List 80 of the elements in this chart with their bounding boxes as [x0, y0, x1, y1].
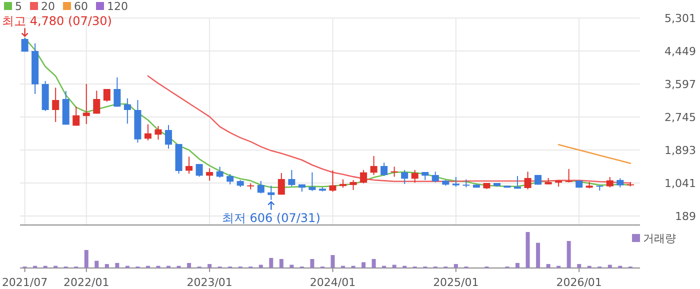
candlestick [288, 169, 296, 187]
annotation: 최고 4,780 (07/30) [2, 14, 112, 28]
x-tick-label: 2022/01 [64, 276, 110, 289]
bar [536, 242, 540, 268]
bar [187, 262, 192, 268]
y-tick-label: 2,745 [664, 111, 696, 124]
x-tick-label: 2026/01 [556, 276, 602, 289]
candlestick [226, 174, 234, 185]
legend-label: 60 [74, 0, 88, 13]
candlestick [216, 166, 224, 178]
bar [454, 264, 458, 268]
candlestick [278, 172, 285, 196]
y-tick-label: 189 [675, 210, 696, 224]
legend-label: 거래량 [643, 232, 676, 245]
annotation: 최저 606 (07/31) [222, 210, 320, 225]
x-tick-label: 2021/07 [2, 276, 48, 289]
bar [372, 259, 376, 268]
candlestick [360, 169, 368, 184]
line-series [558, 144, 632, 164]
candlestick [21, 38, 28, 52]
candlestick [350, 180, 357, 191]
candlestick [514, 176, 522, 190]
candlestick [52, 87, 60, 123]
candlestick [329, 170, 336, 192]
candlestick [370, 156, 378, 176]
candlestick [411, 169, 418, 184]
candlestick [154, 125, 162, 140]
bar [566, 241, 571, 268]
bar [115, 262, 120, 268]
candlestick [565, 168, 572, 183]
y-tick-label: 5,301 [664, 12, 696, 25]
legend-label: 5 [15, 0, 22, 13]
candlestick [452, 176, 460, 188]
bar [330, 255, 335, 268]
bar [279, 259, 284, 268]
candlestick [206, 168, 214, 182]
bar [516, 262, 520, 268]
y-tick-label: 3,597 [664, 78, 696, 92]
legend-label: 120 [107, 0, 128, 13]
legend-label: 20 [41, 0, 55, 13]
candlestick [308, 172, 316, 192]
candlestick [524, 171, 532, 190]
bar [94, 260, 99, 268]
bar [84, 250, 88, 268]
x-tick-label: 2024/01 [310, 276, 356, 289]
y-tick-label: 1,893 [664, 144, 696, 158]
bar [290, 264, 294, 268]
bar [310, 259, 314, 268]
bar [362, 262, 366, 268]
bar [577, 264, 582, 268]
candlestick [124, 98, 131, 124]
candlestick [72, 106, 80, 126]
candlestick [390, 166, 398, 178]
bar [208, 264, 212, 268]
bar [546, 264, 550, 268]
x-tick-label: 2023/01 [186, 276, 232, 289]
y-tick-label: 1,041 [664, 177, 696, 190]
bar [104, 264, 109, 268]
candlestick [616, 178, 624, 188]
bar [269, 258, 274, 268]
candlestick [82, 84, 90, 125]
candlestick [93, 90, 100, 114]
candlestick [186, 156, 193, 174]
candlestick [144, 124, 152, 141]
candlestick [401, 169, 408, 185]
candlestick [432, 171, 439, 183]
candlestick [114, 76, 121, 108]
candlestick [268, 185, 275, 200]
bar [392, 264, 396, 268]
candlestick [196, 164, 203, 178]
candlestick [606, 176, 614, 188]
x-tick-label: 2025/01 [433, 276, 479, 289]
candlestick [257, 180, 264, 194]
candlestick [380, 162, 388, 176]
y-tick-label: 4,449 [664, 45, 696, 58]
bar [258, 264, 263, 268]
candlestick [165, 124, 172, 150]
bar [526, 232, 530, 268]
bar [608, 264, 612, 268]
candlestick [103, 88, 110, 102]
